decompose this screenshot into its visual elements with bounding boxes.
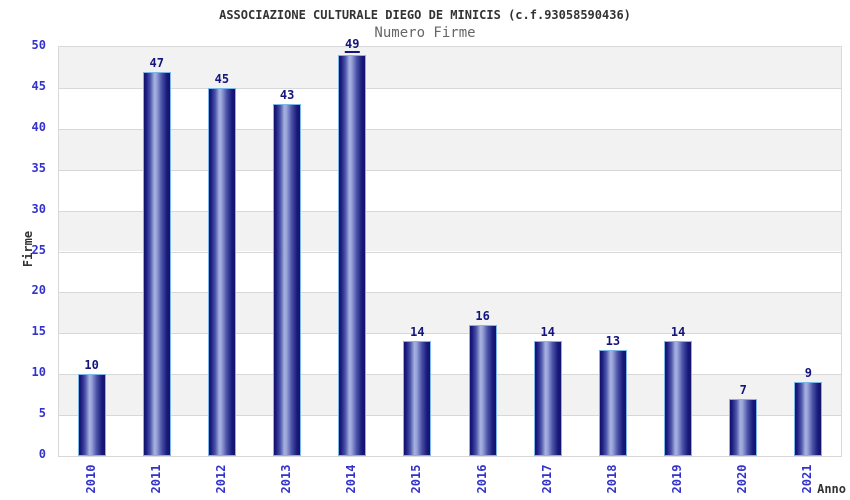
grid-line	[59, 210, 841, 212]
x-tick-label: 2012	[213, 464, 228, 494]
y-tick-label: 25	[31, 242, 46, 257]
bar-value-label: 43	[279, 88, 295, 103]
y-tick-label: 15	[31, 324, 46, 339]
y-tick-label: 20	[31, 283, 46, 298]
x-tick-label: 2016	[474, 464, 489, 494]
plot-band	[59, 292, 841, 334]
bar-value-label: 45	[214, 71, 230, 86]
grid-line	[59, 87, 841, 89]
bar-2013	[273, 104, 302, 456]
y-tick-label: 40	[31, 119, 46, 134]
bar-value-label: 14	[670, 325, 686, 340]
bar-2014	[338, 55, 367, 456]
bar-2016	[468, 325, 497, 456]
plot-band	[59, 87, 841, 129]
y-tick-label: 50	[31, 38, 46, 52]
plot-band	[59, 333, 841, 375]
grid-line	[59, 251, 841, 253]
y-tick-label: 35	[31, 160, 46, 175]
bar-value-label: 16	[475, 309, 490, 324]
chart-subtitle: Numero Firme	[374, 25, 476, 41]
y-tick-label: 30	[31, 201, 46, 216]
bar-value-label: 14	[410, 325, 425, 340]
grid-line	[59, 333, 841, 335]
bar-2010	[77, 374, 106, 456]
bar-2011	[142, 71, 171, 456]
plot-band	[59, 47, 841, 88]
x-tick-label: 2018	[604, 464, 619, 494]
plot-band	[59, 210, 841, 252]
x-axis-label: Anno	[817, 482, 846, 496]
y-tick-label: 0	[38, 447, 46, 461]
x-tick-label: 2015	[409, 464, 424, 494]
x-tick-label: 2013	[279, 464, 294, 494]
bar-value-label: 47	[149, 55, 164, 70]
grid-line	[59, 415, 841, 417]
x-tick-label: 2019	[670, 464, 685, 494]
plot-band	[59, 374, 841, 416]
bar-2012	[207, 87, 236, 456]
grid-line	[59, 169, 841, 171]
bar-value-label: 10	[84, 358, 99, 373]
bar-value-label: 13	[605, 333, 621, 348]
x-tick-label: 2014	[344, 464, 359, 494]
bar-value-label: 14	[540, 325, 555, 340]
bar-2018	[598, 349, 627, 456]
bar-value-label: 9	[804, 366, 813, 381]
bar-2021	[794, 382, 823, 456]
plot-band	[59, 169, 841, 211]
x-tick-label: 2017	[539, 464, 554, 494]
x-tick-label: 2020	[735, 464, 750, 494]
y-tick-label: 5	[38, 406, 46, 421]
grid-line	[59, 374, 841, 376]
plot-band	[59, 128, 841, 170]
plot-band	[59, 251, 841, 293]
bar-2019	[664, 341, 693, 456]
plot-band	[59, 415, 841, 456]
grid-line	[59, 292, 841, 294]
bar-value-label: 49	[345, 37, 360, 54]
y-tick-label: 45	[31, 78, 46, 93]
x-tick-label: 2021	[800, 464, 815, 494]
bar-2020	[729, 398, 758, 456]
plot-area: 10 47 45 43 49 14 16 14 13 14 7 9	[58, 37, 842, 457]
y-tick-label: 10	[31, 365, 46, 380]
bar-2017	[533, 341, 562, 456]
bar-2015	[403, 341, 432, 456]
x-tick-label: 2010	[83, 464, 98, 494]
grid-line	[59, 128, 841, 130]
bar-value-label: 7	[739, 382, 747, 397]
chart-title: ASSOCIAZIONE CULTURALE DIEGO DE MINICIS …	[219, 8, 631, 22]
x-tick-label: 2011	[148, 464, 163, 494]
